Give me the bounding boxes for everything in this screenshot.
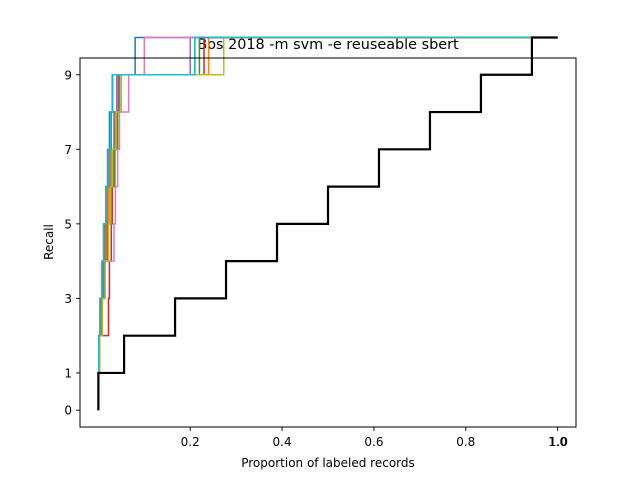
x-tick-label: 0.4 [273,435,292,449]
y-tick-label: 0 [64,404,72,418]
series-layer [97,36,558,411]
y-tick-label: 9 [64,68,72,82]
y-tick-label: 5 [64,217,72,231]
y-axis: 0 1 3 5 7 9 [64,68,80,418]
x-axis-label: Proportion of labeled records [241,456,415,470]
x-tick-label: 1.0 [548,435,567,449]
series-line-run-9 [97,36,558,411]
y-tick-label: 3 [64,292,72,306]
series-line-run-10 [97,36,558,411]
x-tick-label: 0.8 [456,435,475,449]
series-line-random [97,36,558,411]
x-tick-label: 0.2 [181,435,200,449]
y-axis-label: Recall [42,224,56,260]
y-tick-label: 1 [64,366,72,380]
plot-frame [79,57,577,428]
chart-title: Bos 2018 -m svm -e reuseable sbert [197,37,459,53]
y-tick-label: 7 [64,143,72,157]
x-tick-label-overdraw: 1.0 [549,435,568,449]
x-tick-label: 0.6 [364,435,383,449]
x-axis: 0.2 0.4 0.6 0.8 1.01.0 [181,427,568,449]
